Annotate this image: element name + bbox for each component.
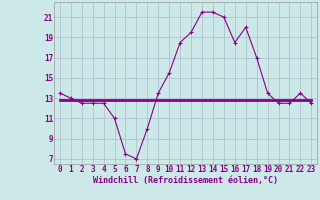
X-axis label: Windchill (Refroidissement éolien,°C): Windchill (Refroidissement éolien,°C) (93, 176, 278, 185)
